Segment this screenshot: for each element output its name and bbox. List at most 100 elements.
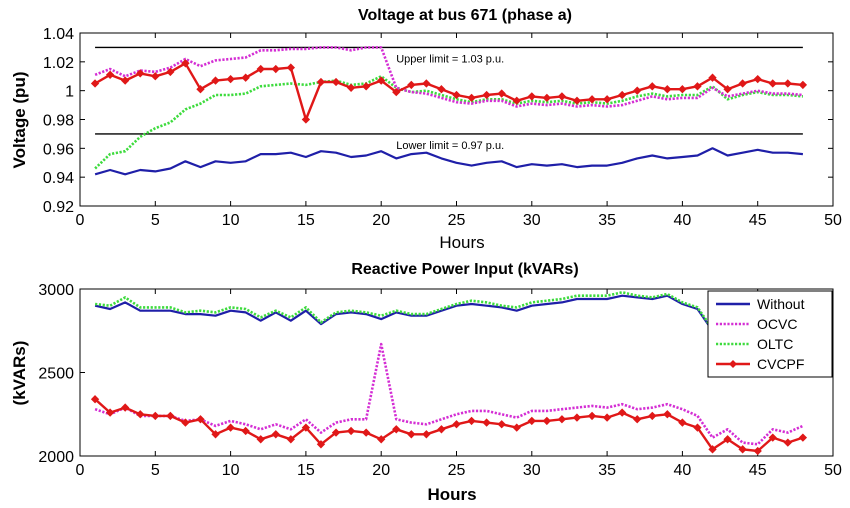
x-tick-label: 20 bbox=[372, 212, 390, 229]
legend-label-ocvc: OCVC bbox=[757, 316, 797, 332]
data-point-cvcpf bbox=[271, 64, 280, 74]
data-point-cvcpf bbox=[121, 403, 130, 412]
data-point-cvcpf bbox=[587, 95, 597, 104]
data-point-cvcpf bbox=[361, 428, 371, 437]
y-tick-label: 2000 bbox=[38, 449, 74, 466]
data-point-cvcpf bbox=[602, 413, 612, 422]
data-point-cvcpf bbox=[241, 426, 250, 436]
y-tick-label: 0.98 bbox=[43, 113, 74, 130]
y-tick-label: 1 bbox=[65, 84, 74, 101]
data-point-cvcpf bbox=[693, 423, 702, 432]
data-point-cvcpf bbox=[572, 96, 582, 105]
data-point-cvcpf bbox=[226, 74, 235, 84]
data-point-cvcpf bbox=[482, 418, 491, 427]
data-point-cvcpf bbox=[633, 86, 642, 95]
x-tick-label: 5 bbox=[151, 462, 160, 479]
data-point-cvcpf bbox=[467, 93, 476, 103]
data-point-cvcpf bbox=[738, 445, 747, 454]
legend-label-cvcpf: CVCPF bbox=[757, 356, 804, 372]
data-point-cvcpf bbox=[166, 67, 175, 77]
data-point-cvcpf bbox=[437, 85, 446, 94]
x-tick-label: 20 bbox=[372, 462, 390, 479]
data-point-cvcpf bbox=[678, 85, 687, 94]
limit-label: Lower limit = 0.97 p.u. bbox=[396, 140, 504, 152]
data-point-cvcpf bbox=[783, 79, 792, 88]
data-point-cvcpf bbox=[617, 90, 627, 100]
x-tick-label: 5 bbox=[151, 212, 160, 229]
data-point-cvcpf bbox=[316, 440, 326, 449]
data-point-cvcpf bbox=[90, 395, 100, 404]
series-line-ocvc bbox=[94, 46, 804, 108]
data-point-cvcpf bbox=[738, 79, 747, 88]
voltage-chart-title: Voltage at bus 671 (phase a) bbox=[358, 7, 572, 24]
x-tick-label: 10 bbox=[222, 212, 240, 229]
data-point-cvcpf bbox=[392, 87, 401, 97]
data-point-cvcpf bbox=[542, 416, 552, 426]
x-tick-label: 40 bbox=[674, 212, 692, 229]
x-tick-label: 25 bbox=[448, 212, 466, 229]
series-line-without bbox=[94, 147, 804, 176]
data-point-cvcpf bbox=[452, 420, 461, 429]
y-tick-label: 0.92 bbox=[43, 199, 74, 216]
data-point-cvcpf bbox=[316, 77, 326, 87]
x-tick-label: 35 bbox=[598, 212, 616, 229]
data-point-cvcpf bbox=[798, 433, 808, 442]
series-line-ocvc bbox=[94, 342, 804, 446]
data-point-cvcpf bbox=[301, 423, 311, 432]
series-line-oltc bbox=[94, 291, 714, 330]
data-point-cvcpf bbox=[572, 413, 582, 422]
data-point-cvcpf bbox=[422, 79, 431, 88]
data-point-cvcpf bbox=[377, 435, 386, 444]
data-point-cvcpf bbox=[542, 93, 552, 103]
data-point-cvcpf bbox=[587, 411, 597, 421]
data-point-cvcpf bbox=[151, 411, 160, 421]
data-point-cvcpf bbox=[166, 411, 175, 421]
data-point-cvcpf bbox=[557, 415, 567, 424]
data-point-cvcpf bbox=[105, 70, 115, 79]
data-point-cvcpf bbox=[90, 79, 100, 88]
data-point-cvcpf bbox=[452, 90, 461, 100]
x-tick-label: 15 bbox=[297, 212, 315, 229]
data-point-cvcpf bbox=[301, 115, 311, 124]
data-point-cvcpf bbox=[105, 408, 115, 417]
reactive-power-chart-title: Reactive Power Input (kVARs) bbox=[351, 261, 578, 278]
plot-frame bbox=[79, 32, 834, 207]
x-tick-label: 25 bbox=[448, 462, 466, 479]
y-tick-label: 1.02 bbox=[43, 55, 74, 72]
data-point-cvcpf bbox=[136, 410, 145, 419]
data-point-cvcpf bbox=[286, 435, 296, 444]
x-tick-label: 15 bbox=[297, 462, 315, 479]
data-point-cvcpf bbox=[753, 446, 762, 456]
legend-marker bbox=[729, 360, 737, 368]
data-point-cvcpf bbox=[392, 425, 401, 434]
data-point-cvcpf bbox=[331, 428, 341, 437]
data-point-cvcpf bbox=[482, 90, 491, 100]
data-point-cvcpf bbox=[407, 80, 416, 90]
data-point-cvcpf bbox=[678, 418, 687, 427]
x-tick-label: 35 bbox=[598, 462, 616, 479]
voltage-x-axis-label: Hours bbox=[439, 233, 484, 252]
data-point-cvcpf bbox=[467, 416, 476, 426]
data-point-cvcpf bbox=[226, 423, 235, 432]
data-point-cvcpf bbox=[286, 63, 296, 72]
x-tick-label: 30 bbox=[523, 462, 541, 479]
reactive-power-y-axis-label: (kVARs) bbox=[10, 341, 29, 406]
data-point-cvcpf bbox=[708, 445, 717, 454]
data-point-cvcpf bbox=[437, 425, 446, 434]
data-point-cvcpf bbox=[331, 77, 341, 87]
data-point-cvcpf bbox=[798, 80, 808, 90]
data-point-cvcpf bbox=[151, 72, 160, 81]
data-point-cvcpf bbox=[121, 76, 130, 85]
data-point-cvcpf bbox=[271, 430, 280, 439]
x-tick-label: 0 bbox=[76, 212, 85, 229]
data-point-cvcpf bbox=[663, 410, 672, 419]
data-point-cvcpf bbox=[181, 59, 190, 68]
data-point-cvcpf bbox=[196, 415, 205, 424]
data-point-cvcpf bbox=[512, 96, 521, 105]
y-tick-label: 0.94 bbox=[43, 170, 74, 187]
legend-box bbox=[707, 290, 833, 378]
data-point-cvcpf bbox=[783, 438, 792, 447]
data-point-cvcpf bbox=[377, 76, 386, 85]
data-point-cvcpf bbox=[648, 82, 657, 91]
voltage-y-axis-label: Voltage (pu) bbox=[10, 72, 29, 169]
